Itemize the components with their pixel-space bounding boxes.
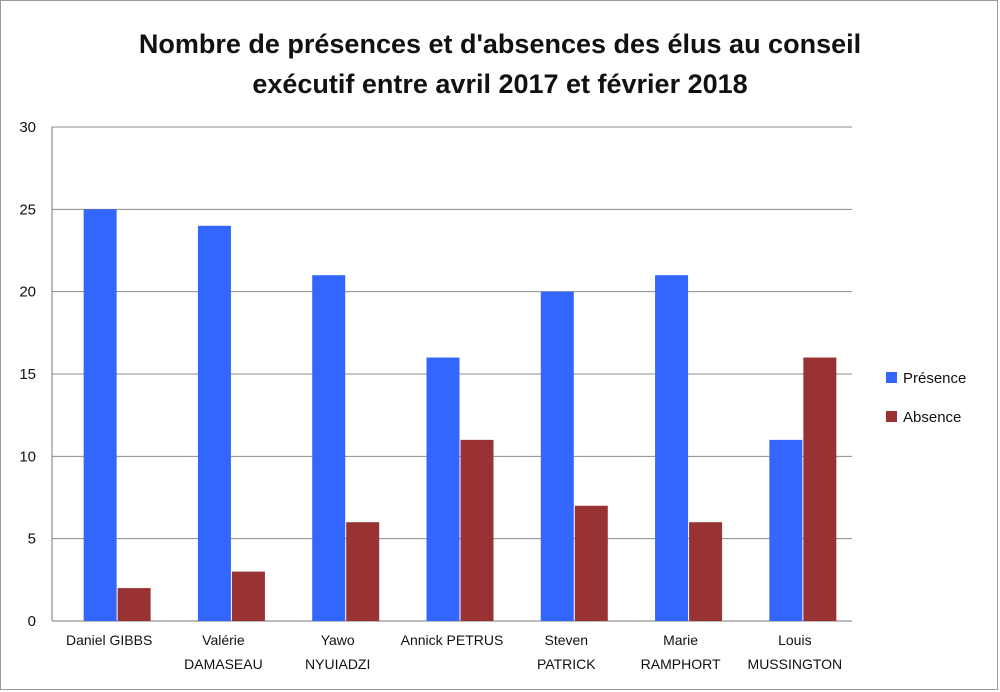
y-tick-label: 25 (19, 201, 36, 218)
chart-title-line-2: exécutif entre avril 2017 et février 201… (252, 69, 748, 99)
bar-absence (460, 439, 494, 621)
x-category-label: Valérie (202, 632, 245, 648)
y-tick-label: 0 (28, 613, 36, 630)
y-tick-label: 15 (19, 366, 36, 383)
x-category-label: MUSSINGTON (748, 656, 843, 672)
legend-label: Absence (903, 409, 961, 426)
legend-swatch (886, 411, 897, 422)
y-tick-label: 5 (28, 531, 36, 548)
chart-title-line-1: Nombre de présences et d'absences des él… (138, 29, 862, 59)
x-category-label: PATRICK (537, 656, 596, 672)
bar-prsence (426, 357, 460, 621)
y-tick-label: 10 (19, 448, 36, 465)
bar-prsence (312, 275, 346, 621)
x-category-label: NYUIADZI (305, 656, 370, 672)
bar-absence (231, 571, 265, 621)
x-category-label: Marie (663, 632, 698, 648)
x-category-label: Yawo (321, 632, 355, 648)
x-category-label: Daniel GIBBS (66, 632, 152, 648)
x-category-label: Annick PETRUS (401, 632, 504, 648)
bar-prsence (540, 291, 574, 621)
bar-absence (803, 357, 837, 621)
bar-absence (346, 522, 380, 621)
legend-swatch (886, 372, 897, 383)
bar-prsence (769, 439, 803, 621)
x-category-label: Louis (778, 632, 811, 648)
legend-label: Présence (903, 370, 966, 387)
bar-absence (689, 522, 723, 621)
x-category-label: Steven (544, 632, 588, 648)
bar-absence (117, 588, 151, 621)
chart-title: Nombre de présences et d'absences des él… (0, 24, 1000, 104)
x-category-label: RAMPHORT (641, 656, 721, 672)
x-category-label: DAMASEAU (184, 656, 263, 672)
bar-absence (574, 505, 608, 621)
bar-prsence (83, 209, 117, 622)
y-tick-label: 20 (19, 284, 36, 301)
bar-prsence (197, 225, 231, 622)
bar-prsence (655, 275, 689, 621)
y-tick-label: 30 (19, 119, 36, 136)
